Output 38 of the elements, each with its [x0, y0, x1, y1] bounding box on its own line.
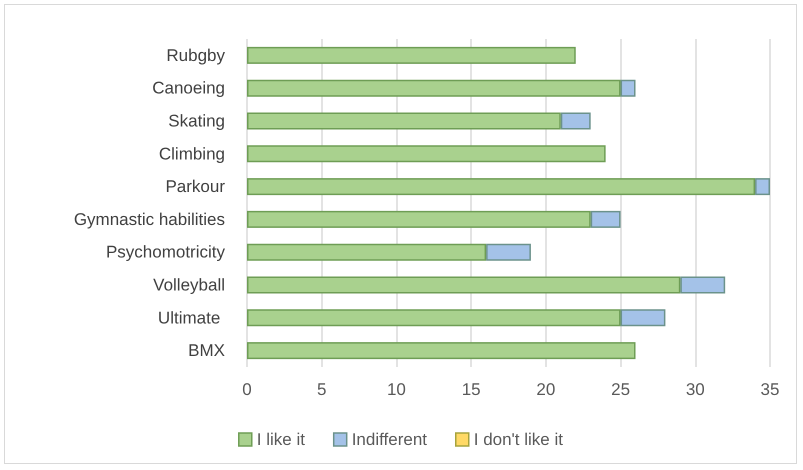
bar	[680, 276, 726, 294]
x-tick-label: 35	[760, 380, 780, 399]
bar	[247, 80, 621, 97]
legend-label: I don't like it	[474, 430, 564, 449]
x-tick-label: 5	[316, 380, 326, 399]
y-tick-label: Ultimate	[158, 308, 225, 328]
bar	[755, 178, 770, 196]
x-tick-label: 10	[386, 380, 406, 399]
y-tick-label: Parkour	[165, 177, 226, 196]
y-tick-label: Volleyball	[153, 276, 225, 294]
y-tick-label: Gymnastic habilities	[74, 210, 225, 229]
y-tick-label: BMX	[188, 341, 225, 360]
bar	[247, 342, 636, 360]
bar	[247, 210, 591, 228]
bar	[620, 80, 636, 97]
bar	[620, 309, 666, 326]
legend-label: Indifferent	[352, 430, 428, 449]
x-tick-label: 0	[242, 380, 252, 399]
bar	[247, 178, 756, 196]
bar	[247, 112, 561, 130]
bar	[590, 210, 621, 228]
y-tick-label: Climbing	[158, 144, 225, 164]
y-tick-label: Rubgby	[166, 46, 226, 65]
bar	[247, 276, 680, 294]
bar	[486, 244, 531, 261]
y-tick-label: Psychomotricity	[106, 242, 226, 262]
bar	[560, 112, 591, 130]
bar	[247, 46, 576, 64]
x-tick-label: 15	[462, 380, 481, 399]
y-tick-label: Skating	[168, 112, 225, 130]
y-tick-label: Canoeing	[152, 78, 225, 98]
legend-label: I like it	[256, 430, 306, 449]
bar	[247, 244, 486, 261]
bar	[247, 309, 621, 326]
bar	[247, 145, 606, 162]
x-tick-label: 30	[686, 380, 705, 399]
x-tick-label: 20	[536, 380, 556, 399]
x-tick-label: 25	[611, 380, 630, 399]
